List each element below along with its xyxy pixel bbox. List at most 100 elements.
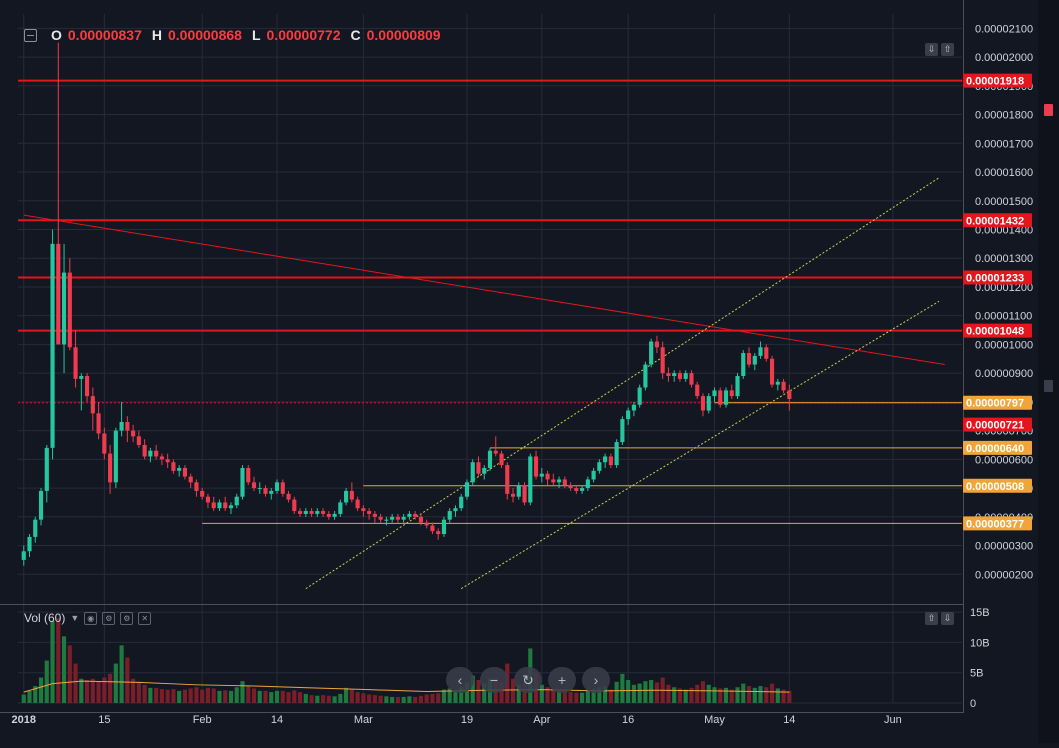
volume-bar — [735, 687, 740, 703]
open-value: 0.00000837 — [67, 27, 142, 43]
candle-body — [159, 456, 164, 460]
volume-bar — [752, 687, 757, 703]
volume-bar — [217, 690, 222, 703]
candle-body — [424, 522, 429, 526]
chart-menu-icon[interactable] — [24, 28, 37, 42]
volume-bar — [585, 690, 590, 703]
candle-body — [205, 496, 211, 503]
volume-bar — [539, 684, 544, 703]
candle-body — [608, 456, 613, 466]
reset-icon[interactable]: ↻ — [514, 667, 542, 693]
volume-bar — [407, 696, 412, 703]
volume-bar — [775, 688, 780, 703]
close-icon[interactable]: ✕ — [138, 611, 152, 625]
chevron-right-icon[interactable]: › — [582, 667, 610, 693]
volume-bar — [631, 684, 636, 703]
candle-body — [562, 479, 567, 486]
arrow-up-icon[interactable]: ⇧ — [941, 43, 954, 56]
volume-bar — [286, 692, 291, 703]
volume-bar — [574, 692, 579, 703]
arrow-up-icon[interactable]: ⇧ — [925, 612, 938, 625]
eye-icon[interactable]: ◉ — [84, 611, 98, 625]
candle-body — [580, 488, 585, 491]
volume-bar — [50, 621, 55, 703]
candle-body — [528, 456, 533, 503]
volume-bar — [27, 690, 32, 703]
settings-icon[interactable]: ⚙ — [120, 611, 134, 625]
volume-bar — [626, 679, 631, 703]
volume-bar — [712, 687, 717, 703]
candle-body — [758, 347, 763, 356]
candle-body — [113, 430, 118, 483]
minus-icon[interactable]: − — [480, 667, 508, 693]
candle-body — [79, 376, 84, 379]
level-tag-label: 0.00000640 — [966, 443, 1024, 455]
level-tag-label: 0.00000721 — [966, 420, 1024, 432]
volume-bar — [649, 679, 654, 703]
arrow-down-icon[interactable]: ⇩ — [941, 612, 954, 625]
candle-body — [136, 436, 141, 445]
candle-body — [637, 387, 642, 405]
level-tag-label: 0.00001048 — [966, 326, 1024, 338]
level-tag-label: 0.00001918 — [966, 76, 1024, 88]
candle-body — [574, 488, 579, 491]
volume-bar — [38, 677, 44, 703]
candle-body — [211, 502, 216, 509]
level-tag-bg — [963, 73, 1032, 88]
candle-body — [436, 531, 441, 535]
candle-body — [292, 499, 297, 512]
volume-bar — [706, 684, 711, 703]
candle-body — [654, 341, 659, 348]
candle-body — [200, 490, 205, 497]
candle-body — [50, 243, 55, 448]
candle-body — [395, 516, 400, 520]
volume-bar — [741, 683, 746, 703]
volume-bar — [510, 678, 516, 703]
candle-body — [44, 447, 49, 491]
level-tag-label: 0.00000377 — [966, 518, 1024, 530]
candle-body — [603, 456, 608, 463]
candle-body — [672, 373, 677, 377]
level-tag-bg — [963, 395, 1032, 410]
volume-bar — [251, 688, 257, 703]
volume-bar — [96, 681, 101, 703]
candle-body — [430, 525, 435, 532]
candle-body — [263, 488, 268, 494]
time-tick-label: May — [704, 714, 725, 726]
candle-body — [309, 511, 314, 514]
chevron-left-icon[interactable]: ‹ — [446, 667, 474, 693]
volume-bar — [182, 689, 187, 703]
candle-body — [297, 511, 303, 514]
chevron-down-icon[interactable]: ▼ — [70, 613, 80, 623]
volume-bar — [136, 681, 141, 703]
volume-bar — [764, 687, 769, 703]
candle-body — [510, 493, 516, 497]
volume-bar — [522, 683, 527, 703]
level-tag-bg — [963, 417, 1032, 432]
candle-body — [344, 490, 349, 503]
volume-bar — [395, 696, 400, 703]
volume-bar — [211, 688, 216, 703]
side-marker — [1044, 380, 1053, 392]
candle-body — [21, 551, 26, 560]
candle-body — [378, 516, 383, 520]
volume-bar — [315, 695, 320, 703]
plus-icon[interactable]: + — [548, 667, 576, 693]
time-tick-label: 2018 — [12, 714, 36, 726]
volume-bar — [148, 687, 153, 703]
volume-bar — [56, 618, 61, 703]
level-tag-label: 0.00000797 — [966, 398, 1024, 410]
candle-body — [643, 364, 648, 388]
candle-body — [557, 479, 562, 483]
volume-bar — [597, 687, 602, 703]
volume-bar — [683, 689, 688, 703]
price-tick-label: 0.00000200 — [975, 569, 1033, 581]
settings-icon[interactable]: ⚙ — [102, 611, 116, 625]
level-tag-bg — [963, 440, 1032, 455]
volume-bar — [61, 636, 67, 703]
volume-bar — [557, 690, 562, 703]
candle-body — [476, 462, 481, 474]
arrow-down-icon[interactable]: ⇩ — [925, 43, 938, 56]
